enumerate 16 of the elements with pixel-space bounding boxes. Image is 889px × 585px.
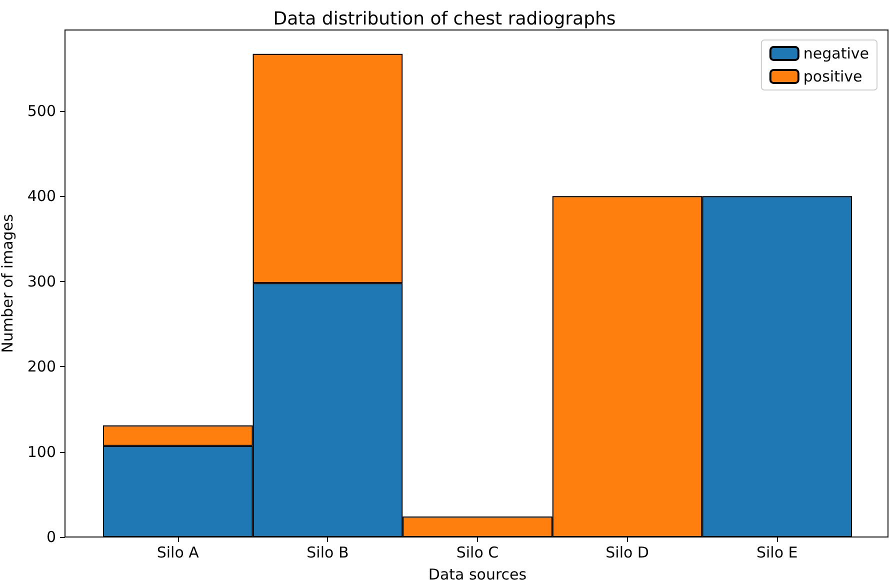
y-tick-label: 100	[27, 442, 56, 461]
x-tick-label: Silo C	[456, 544, 499, 562]
x-axis-title: Data sources	[428, 566, 527, 584]
legend-label: positive	[803, 68, 862, 86]
x-tick-label: Silo E	[756, 544, 798, 562]
chart-title: Data distribution of chest radiographs	[273, 8, 616, 30]
y-tick-label: 0	[46, 528, 56, 546]
y-tick-label: 400	[27, 187, 56, 206]
y-axis-title: Number of images	[0, 214, 16, 353]
legend-label: negative	[803, 44, 870, 62]
x-tick-label: Silo A	[156, 544, 200, 562]
x-tick-label: Silo D	[606, 544, 649, 562]
y-tick-label: 300	[27, 272, 56, 290]
y-tick-label: 500	[27, 102, 56, 120]
y-tick-label: 200	[27, 358, 56, 376]
x-tick-label: Silo B	[306, 544, 349, 562]
